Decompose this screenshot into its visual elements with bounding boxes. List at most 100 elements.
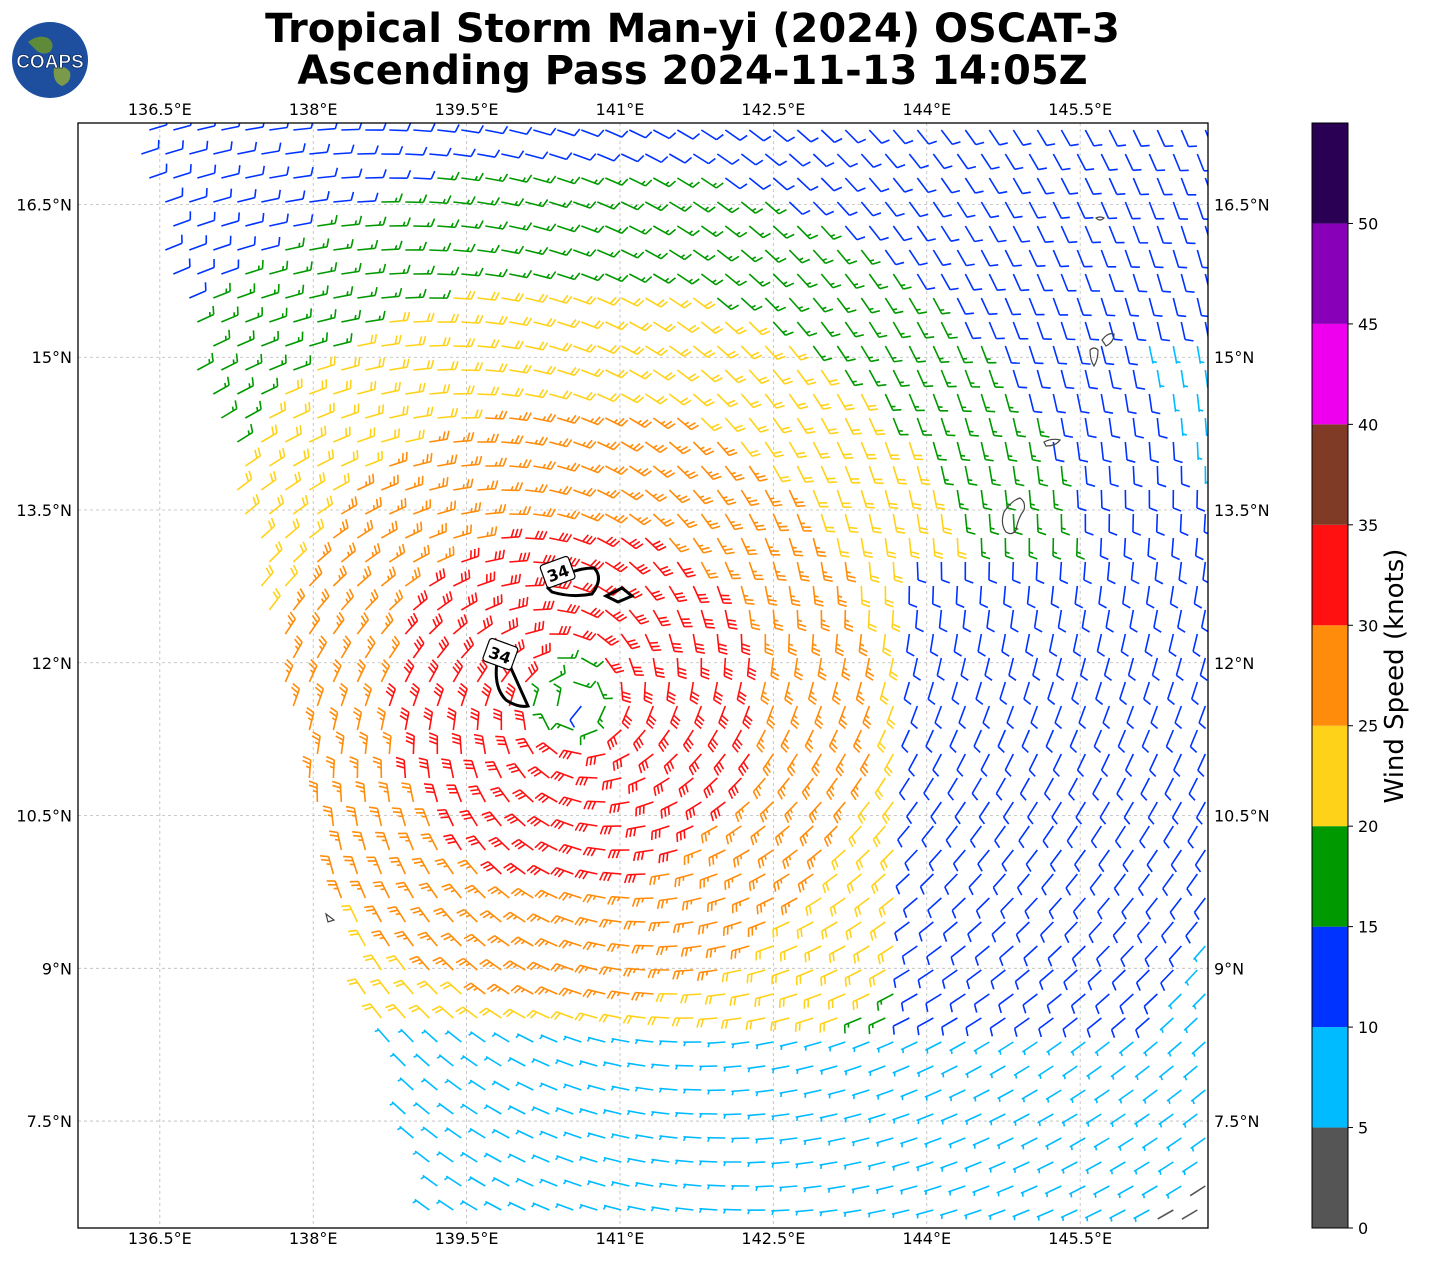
barb-flag (1128, 674, 1136, 682)
barb-flag (825, 259, 834, 265)
barb-flag (518, 598, 521, 608)
wind-barb (533, 175, 557, 184)
barb-flag (704, 832, 708, 842)
barb-half-flag (1061, 527, 1066, 531)
barb-flag (640, 467, 649, 475)
barb-shaft (404, 620, 419, 635)
barb-half-flag (322, 243, 325, 248)
barb-shaft (692, 537, 705, 554)
barb-flag (585, 757, 589, 767)
wind-barb (549, 152, 573, 161)
barb-flag (912, 502, 921, 506)
barb-flag (950, 287, 959, 291)
barb-flag (372, 473, 375, 483)
barb-flag (1084, 216, 1094, 220)
barb-flag (456, 659, 463, 667)
barb-half-flag (722, 545, 727, 548)
barb-shaft (812, 537, 819, 556)
barb-flag (287, 614, 294, 623)
wind-barb (293, 123, 314, 131)
barb-flag (994, 840, 1001, 849)
barb-half-flag (474, 223, 478, 229)
barb-flag (329, 834, 339, 838)
barb-shaft (836, 585, 840, 605)
barb-flag (806, 741, 814, 750)
barb-half-flag (680, 205, 686, 210)
wind-barb (308, 659, 318, 683)
barb-flag (1062, 483, 1072, 487)
barb-shaft (940, 321, 950, 339)
wind-barb (660, 801, 678, 819)
wind-barb (860, 489, 876, 509)
barb-flag (872, 260, 881, 266)
barb-shaft (628, 273, 646, 283)
barb-half-flag (704, 254, 709, 259)
barb-flag (613, 443, 621, 451)
barb-shaft (1124, 249, 1133, 268)
barb-flag (697, 593, 707, 596)
barb-shaft (692, 201, 709, 213)
barb-half-flag (442, 293, 446, 299)
barb-shaft (788, 153, 804, 167)
barb-flag (892, 623, 901, 629)
wind-barb (884, 201, 905, 217)
barb-half-flag (369, 598, 374, 604)
barb-half-flag (730, 520, 735, 524)
wind-barb (668, 201, 692, 212)
barb-shaft (340, 550, 356, 563)
barb-flag (1093, 745, 1102, 754)
barb-flag (454, 454, 458, 464)
barb-shaft (388, 642, 401, 659)
barb-flag (406, 311, 411, 321)
barb-shaft (1156, 273, 1164, 292)
barb-shaft (925, 729, 935, 747)
wind-barb (666, 681, 676, 705)
wind-barb (380, 566, 397, 587)
barb-flag (574, 649, 580, 659)
barb-flag (502, 173, 509, 182)
barb-shaft (412, 642, 425, 659)
barb-shaft (221, 267, 239, 275)
barb-flag (570, 604, 577, 613)
barb-shaft (796, 129, 812, 143)
barb-flag (644, 372, 653, 380)
barb-flag (466, 385, 471, 394)
barb-flag (420, 521, 423, 531)
barb-flag (478, 172, 484, 181)
barb-flag (435, 616, 441, 625)
barb-shaft (841, 657, 847, 676)
barb-flag (490, 386, 496, 395)
wind-barb (446, 707, 457, 731)
barb-flag (1027, 603, 1036, 609)
barb-flag (478, 267, 484, 277)
barb-flag (864, 554, 873, 559)
barb-flag (1136, 386, 1146, 390)
wind-barb (844, 513, 859, 534)
wind-barb (1060, 321, 1076, 341)
wind-barb (269, 307, 288, 323)
barb-half-flag (782, 785, 786, 790)
barb-shaft (757, 849, 774, 861)
wind-barb (1172, 249, 1188, 269)
barb-shaft (1156, 465, 1159, 485)
barb-flag (730, 353, 739, 359)
wind-barb (738, 753, 750, 777)
barb-half-flag (892, 308, 898, 311)
barb-flag (573, 368, 581, 376)
barb-flag (1170, 603, 1179, 609)
barb-shaft (1036, 369, 1043, 388)
barb-flag (917, 579, 927, 584)
barb-flag (817, 554, 827, 558)
wind-barb (1052, 489, 1063, 512)
wind-barb (740, 633, 751, 656)
wind-barb (1123, 801, 1135, 825)
barb-flag (640, 516, 649, 523)
wind-barb (1148, 297, 1163, 317)
barb-flag (728, 626, 738, 630)
barb-half-flag (378, 268, 382, 273)
wind-barb (692, 633, 706, 655)
wind-barb (949, 729, 959, 754)
barb-shaft (165, 148, 183, 155)
barb-shaft (1195, 801, 1207, 819)
barb-half-flag (1159, 384, 1165, 388)
